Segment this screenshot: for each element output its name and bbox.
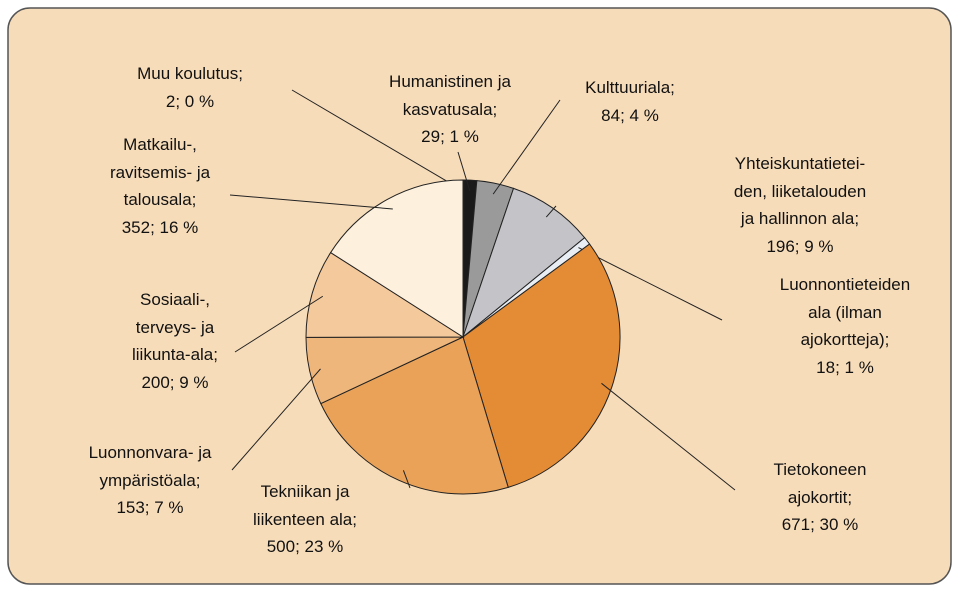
slice-label: Sosiaali-, terveys- ja liikunta-ala; 200;… [55, 286, 295, 396]
slice-label: Tekniikan ja liikenteen ala; 500; 23 % [185, 478, 425, 561]
slice-label: Luonnonvara- ja ympäristöala; 153; 7 % [30, 439, 270, 522]
category-label: Yhteiskuntatietei- den, liiketalouden ja… [733, 154, 867, 228]
pie-slice [320, 336, 509, 495]
leader-line [578, 247, 723, 321]
value-label: 352; 16 % [121, 217, 199, 237]
slice-label: Kulttuuriala; 84; 4 % [510, 74, 750, 129]
category-label: Matkailu-, ravitsemis- ja talousala; [109, 135, 211, 209]
category-label: Luonnonvara- ja ympäristöala; [88, 443, 212, 490]
pie-slice [462, 243, 621, 488]
value-label: 29; 1 % [421, 127, 479, 146]
value-label: 196; 9 % [766, 236, 834, 256]
category-label: Kulttuuriala; [585, 78, 675, 97]
slice-label: Tietokoneen ajokortit; 671; 30 % [700, 456, 940, 539]
pie-slice [329, 179, 464, 338]
leader-line [402, 470, 411, 489]
slice-label: Yhteiskuntatietei- den, liiketalouden ja… [680, 150, 920, 260]
category-label: Muu koulutus; [137, 64, 243, 83]
leader-line [231, 368, 321, 471]
leader-line [492, 99, 561, 195]
leader-line [229, 194, 393, 210]
category-label: Humanistinen ja kasvatusala; [389, 72, 511, 119]
slice-label: Matkailu-, ravitsemis- ja talousala; 352;… [40, 131, 280, 241]
leader-line [601, 382, 736, 491]
category-label: Tekniikan ja liikenteen ala; [253, 482, 357, 529]
pie-slice [305, 251, 465, 338]
category-label: Sosiaali-, terveys- ja liikunta-ala; [132, 290, 218, 364]
leader-line [291, 89, 464, 192]
leader-line [457, 151, 471, 192]
value-label: 2; 0 % [165, 91, 215, 111]
category-label: Luonnontieteiden ala (ilman ajokortteja)… [779, 275, 911, 349]
leader-line [545, 205, 557, 218]
slice-label: Muu koulutus; 2; 0 % [70, 60, 310, 115]
slice-label: Luonnontieteiden ala (ilman ajokortteja)… [725, 271, 959, 381]
slice-label: Humanistinen ja kasvatusala; 29; 1 % [330, 68, 570, 151]
category-label: Tietokoneen ajokortit; [773, 460, 867, 507]
pie-slice [461, 187, 586, 339]
value-label: 500; 23 % [266, 537, 344, 556]
leader-line [234, 295, 324, 353]
value-label: 18; 1 % [816, 357, 874, 377]
value-label: 671; 30 % [781, 515, 859, 534]
value-label: 84; 4 % [601, 105, 659, 125]
value-label: 153; 7 % [116, 498, 184, 517]
value-label: 200; 9 % [141, 372, 209, 392]
